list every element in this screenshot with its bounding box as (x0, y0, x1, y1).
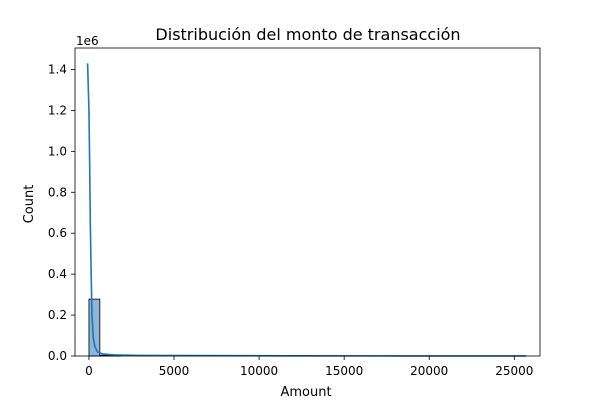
x-tick-label: 25000 (495, 364, 533, 378)
x-tick-label: 20000 (410, 364, 448, 378)
kde-line (88, 63, 527, 356)
y-axis-offset-text: 1e6 (76, 34, 99, 48)
x-tick-label: 15000 (325, 364, 363, 378)
chart-title: Distribución del monto de transacción (155, 25, 460, 44)
x-axis-label: Amount (280, 385, 331, 400)
plot-area: 0 5000 10000 15000 20000 25000 0.0 0.2 0.4 0.6 0.8… (48, 48, 540, 378)
x-tick-label: 10000 (240, 364, 278, 378)
y-tick-label: 0.6 (48, 226, 67, 240)
y-tick-label: 1.0 (48, 144, 67, 158)
x-tick-label: 0 (85, 364, 93, 378)
y-tick-label: 0.2 (48, 308, 67, 322)
y-tick-label: 1.4 (48, 62, 67, 76)
y-tick-label: 0.4 (48, 267, 67, 281)
y-tick-label: 0.0 (48, 349, 67, 363)
y-tick-label: 0.8 (48, 185, 67, 199)
y-tick-label: 1.2 (48, 103, 67, 117)
plot-frame (75, 48, 540, 356)
y-axis-label: Count (22, 185, 37, 224)
x-tick-label: 5000 (159, 364, 190, 378)
